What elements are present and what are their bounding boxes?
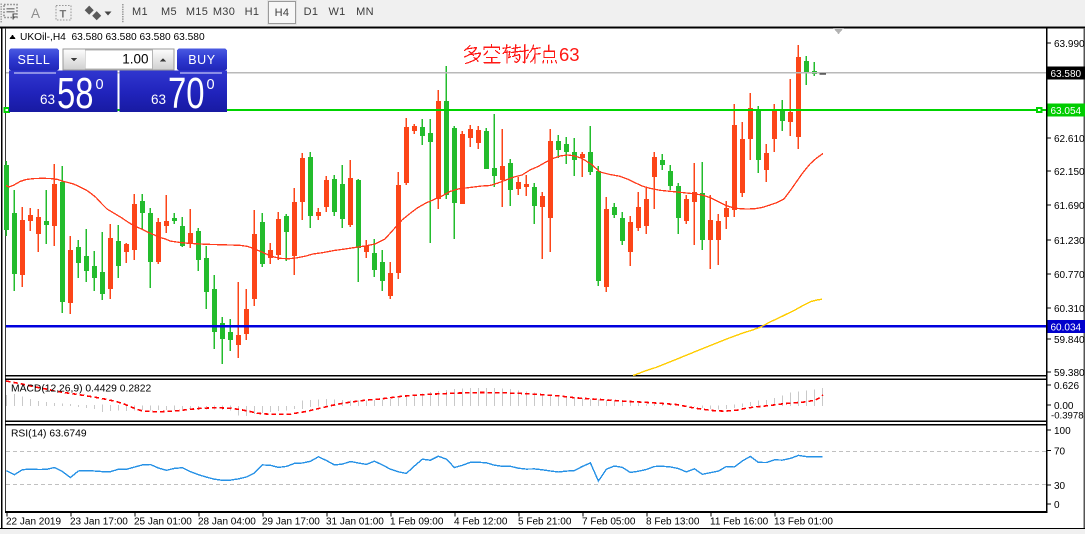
svg-text:13 Feb 01:00: 13 Feb 01:00	[774, 517, 833, 528]
svg-text:-0.3978: -0.3978	[1051, 411, 1084, 422]
svg-text:63.054: 63.054	[1051, 106, 1082, 117]
svg-text:63.990: 63.990	[1054, 39, 1085, 50]
svg-text:63: 63	[151, 92, 166, 107]
svg-text:63: 63	[40, 92, 55, 107]
svg-text:0: 0	[96, 77, 104, 93]
svg-text:RSI(14) 63.6749: RSI(14) 63.6749	[11, 429, 87, 440]
svg-text:25 Jan 01:00: 25 Jan 01:00	[134, 517, 192, 528]
svg-text:60.310: 60.310	[1054, 304, 1085, 315]
svg-text:63.580: 63.580	[1051, 69, 1082, 80]
svg-text:0: 0	[207, 77, 215, 93]
svg-text:63: 63	[559, 44, 580, 65]
svg-text:BUY: BUY	[188, 53, 216, 67]
svg-text:29 Jan 17:00: 29 Jan 17:00	[262, 517, 320, 528]
svg-text:28 Jan 04:00: 28 Jan 04:00	[198, 517, 256, 528]
svg-text:1 Feb 09:00: 1 Feb 09:00	[390, 517, 444, 528]
svg-text:11 Feb 16:00: 11 Feb 16:00	[710, 517, 769, 528]
svg-text:4 Feb 12:00: 4 Feb 12:00	[454, 517, 508, 528]
svg-text:MACD(12,26,9) 0.4429 0.2822: MACD(12,26,9) 0.4429 0.2822	[11, 384, 152, 395]
svg-text:SELL: SELL	[18, 53, 51, 67]
svg-text:0.00: 0.00	[1054, 401, 1074, 412]
svg-text:23 Jan 17:00: 23 Jan 17:00	[70, 517, 128, 528]
svg-text:UKOil-,H4 63.580 63.580 63.58: UKOil-,H4 63.580 63.580 63.580 63.580	[20, 32, 205, 43]
svg-text:62.610: 62.610	[1054, 134, 1085, 145]
svg-text:61.230: 61.230	[1054, 236, 1085, 247]
svg-text:59.380: 59.380	[1054, 368, 1085, 379]
svg-text:31 Jan 01:00: 31 Jan 01:00	[326, 517, 384, 528]
svg-text:5 Feb 21:00: 5 Feb 21:00	[518, 517, 572, 528]
svg-text:70: 70	[168, 69, 205, 118]
svg-text:T: T	[60, 9, 67, 21]
svg-text:58: 58	[57, 69, 94, 118]
svg-text:0: 0	[1054, 500, 1060, 511]
svg-text:70: 70	[1054, 447, 1066, 458]
svg-text:61.690: 61.690	[1054, 201, 1085, 212]
svg-text:8 Feb 13:00: 8 Feb 13:00	[646, 517, 700, 528]
svg-text:59.840: 59.840	[1054, 335, 1085, 346]
svg-text:60.034: 60.034	[1051, 322, 1082, 333]
svg-text:22 Jan 2019: 22 Jan 2019	[6, 517, 61, 528]
svg-text:62.150: 62.150	[1054, 167, 1085, 178]
svg-text:100: 100	[1054, 426, 1071, 437]
svg-text:7 Feb 05:00: 7 Feb 05:00	[582, 517, 636, 528]
svg-text:30: 30	[1054, 481, 1066, 492]
svg-text:1.00: 1.00	[122, 52, 148, 67]
svg-text:0.626: 0.626	[1054, 381, 1079, 392]
svg-text:F: F	[12, 13, 17, 22]
svg-text:60.770: 60.770	[1054, 270, 1085, 281]
svg-text:A: A	[31, 6, 40, 21]
